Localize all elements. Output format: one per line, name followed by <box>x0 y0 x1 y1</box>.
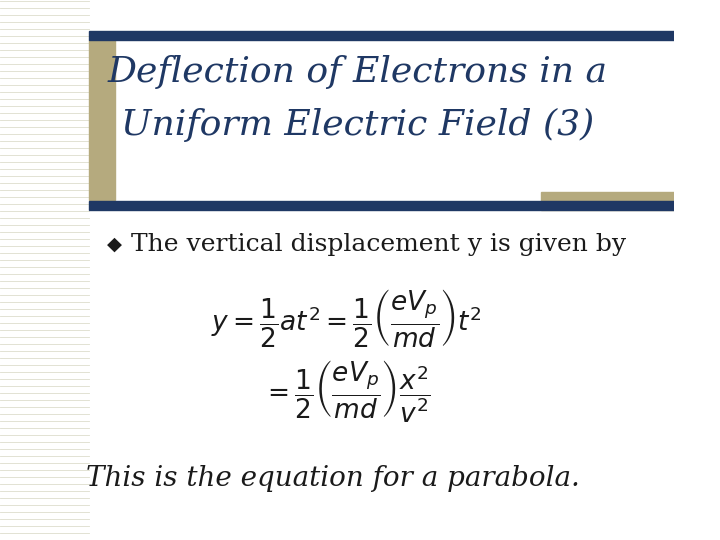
Text: ◆: ◆ <box>107 236 122 254</box>
Bar <box>89 31 675 40</box>
Text: $= \dfrac{1}{2}\left(\dfrac{eV_p}{md}\right)\dfrac{x^2}{v^2}$: $= \dfrac{1}{2}\left(\dfrac{eV_p}{md}\ri… <box>262 359 431 426</box>
Text: $y = \dfrac{1}{2}at^2 = \dfrac{1}{2}\left(\dfrac{eV_p}{md}\right)t^2$: $y = \dfrac{1}{2}at^2 = \dfrac{1}{2}\lef… <box>211 287 482 349</box>
Text: Deflection of Electrons in a: Deflection of Electrons in a <box>108 55 608 89</box>
Text: Uniform Electric Field (3): Uniform Electric Field (3) <box>121 108 595 142</box>
Bar <box>89 201 675 210</box>
Text: This is the equation for a parabola.: This is the equation for a parabola. <box>86 464 580 491</box>
Bar <box>89 40 115 200</box>
Bar <box>541 192 675 210</box>
Text: The vertical displacement y is given by: The vertical displacement y is given by <box>131 233 626 256</box>
